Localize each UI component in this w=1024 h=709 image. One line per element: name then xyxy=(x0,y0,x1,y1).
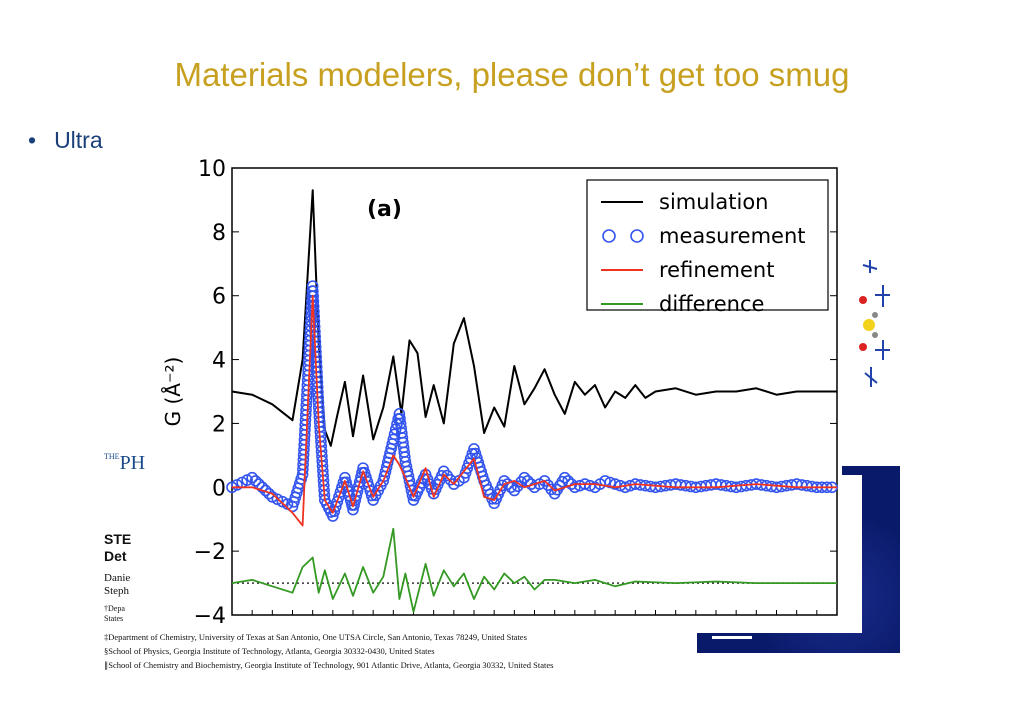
legend-label: refinement xyxy=(659,258,774,282)
paper-authors: Danie Steph xyxy=(104,572,130,598)
slide-title: Materials modelers, please don’t get too… xyxy=(174,56,850,93)
bullet-text: Ultra xyxy=(54,127,103,153)
plot-panel-edge xyxy=(842,475,862,633)
refinement-line xyxy=(232,294,837,527)
journal-logo-main: PH xyxy=(119,452,146,474)
legend-marker xyxy=(602,229,616,243)
paper-heading-line2: Det xyxy=(104,548,127,564)
measurement-point xyxy=(256,481,269,494)
panel-label: (a) xyxy=(367,197,402,222)
legend-label: difference xyxy=(659,292,764,316)
simulation-line xyxy=(231,189,837,447)
journal-logo-small: THE xyxy=(104,452,120,461)
molecule-icon xyxy=(859,260,890,387)
measurement-point xyxy=(558,471,571,484)
measurement-point xyxy=(498,475,511,487)
paper-affiliation-partial: †Depa States xyxy=(104,604,125,624)
affiliation-line: ‡Department of Chemistry, University of … xyxy=(104,632,527,642)
y-tick-label: 10 xyxy=(198,157,226,182)
affiliation-line: §School of Physics, Georgia Institute of… xyxy=(104,646,435,656)
author-line1: Danie xyxy=(104,572,131,584)
scale-bar xyxy=(712,636,752,639)
y-tick-label: 8 xyxy=(212,221,226,246)
journal-logo: THEPH xyxy=(104,452,145,475)
difference-line xyxy=(231,527,837,613)
y-tick-label: −4 xyxy=(194,604,226,629)
measurement-point xyxy=(518,471,531,484)
pdf-chart: −4 −2 0 2 4 6 8 10 G (Å⁻²) (a) simulation measureme… xyxy=(161,157,838,629)
legend-marker xyxy=(630,229,644,243)
measurement-point xyxy=(263,487,275,500)
measurement-point xyxy=(246,471,258,484)
author-line2: Steph xyxy=(104,585,130,597)
bullet-dot: • xyxy=(28,127,37,153)
y-tick-label: 6 xyxy=(212,285,226,310)
legend-label: measurement xyxy=(659,224,806,248)
paper-heading: STE Det xyxy=(104,531,131,565)
y-tick-label: 4 xyxy=(212,349,226,374)
measurement-point xyxy=(249,475,262,487)
y-tick-label: 2 xyxy=(212,412,226,437)
bullet-item: • Ultra xyxy=(28,127,103,154)
y-tick-label: 0 xyxy=(212,476,226,501)
measurement-point xyxy=(569,481,581,494)
paper-heading-line1: STE xyxy=(104,531,132,547)
aff-line2: States xyxy=(104,614,124,623)
measurement-point xyxy=(609,478,621,490)
legend-label: simulation xyxy=(659,190,768,214)
measurement-point xyxy=(604,476,616,489)
affiliation-line: ∥School of Chemistry and Biochemistry, G… xyxy=(104,660,554,670)
y-tick-label: −2 xyxy=(194,540,226,565)
aff-line1: †Depa xyxy=(104,604,125,613)
y-axis-label: G (Å⁻²) xyxy=(161,357,185,427)
